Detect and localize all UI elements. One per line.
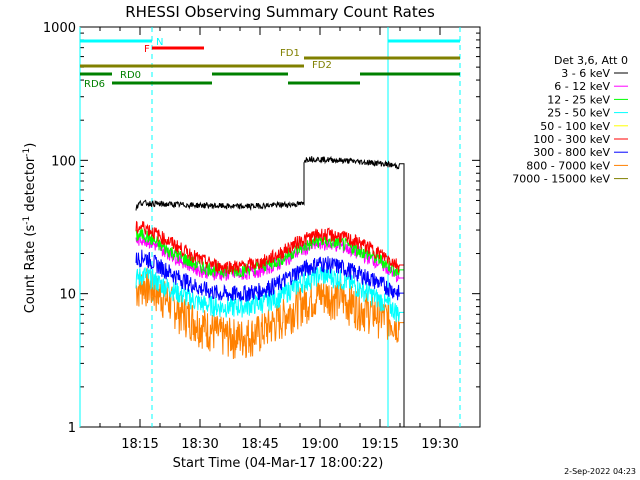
series-line-100-300-kev [135,220,405,427]
plot-area: 1 10 100 1000 18:15 18:30 18:45 19:00 19:15 19:30… [43,21,481,452]
status-label-fd2: FD2 [312,60,332,71]
legend-label: 7000 - 15000 keV [512,173,610,186]
legend-label: 3 - 6 keV [561,67,610,80]
status-label-n: N [156,37,163,48]
y-tick-label: 100 [51,154,76,169]
chart-title: RHESSI Observing Summary Count Rates [125,3,435,21]
x-tick-label: 19:15 [361,437,398,452]
y-label-mid: detector [23,156,38,216]
x-tick-label: 19:30 [421,437,458,452]
status-label-fd1: FD1 [280,48,300,59]
legend-label: 6 - 12 keV [554,80,610,93]
legend-label: 100 - 300 keV [533,133,610,146]
plot-frame [79,26,481,428]
x-tick-label: 18:30 [181,437,218,452]
series-line-800-7000-kev [135,266,405,427]
series-line-3-6-kev [135,155,405,427]
y-tick-label: 1 [68,421,76,436]
series-line-25-50-kev [135,266,405,427]
status-label-rd0: RD0 [120,70,141,81]
y-tick-label: 1000 [43,21,76,36]
status-label-rd6: RD6 [84,79,105,90]
legend-header: Det 3,6, Att 0 [554,54,628,67]
x-tick-label: 18:45 [241,437,278,452]
status-label-f: F [144,44,150,55]
y-axis-label: Count Rate (s-1 detector-1) [22,143,38,314]
y-label-sup2: -1 [22,148,32,157]
legend-label: 50 - 100 keV [540,120,610,133]
y-tick-label: 10 [59,288,76,303]
legend-label: 25 - 50 keV [547,107,610,120]
y-label-sup1: -1 [22,216,32,225]
x-tick-label: 19:00 [301,437,338,452]
x-tick-label: 18:15 [121,437,158,452]
x-axis-label: Start Time (04-Mar-17 18:00:22) [173,456,384,471]
legend-label: 800 - 7000 keV [526,159,610,172]
y-label-end: ) [23,143,38,148]
y-label-main: Count Rate (s [23,225,38,314]
footer-date: 2-Sep-2022 04:23 [564,467,636,476]
legend-label: 12 - 25 keV [547,93,610,106]
legend-label: 300 - 800 keV [533,146,610,159]
series-line-300-800-kev [135,249,405,427]
